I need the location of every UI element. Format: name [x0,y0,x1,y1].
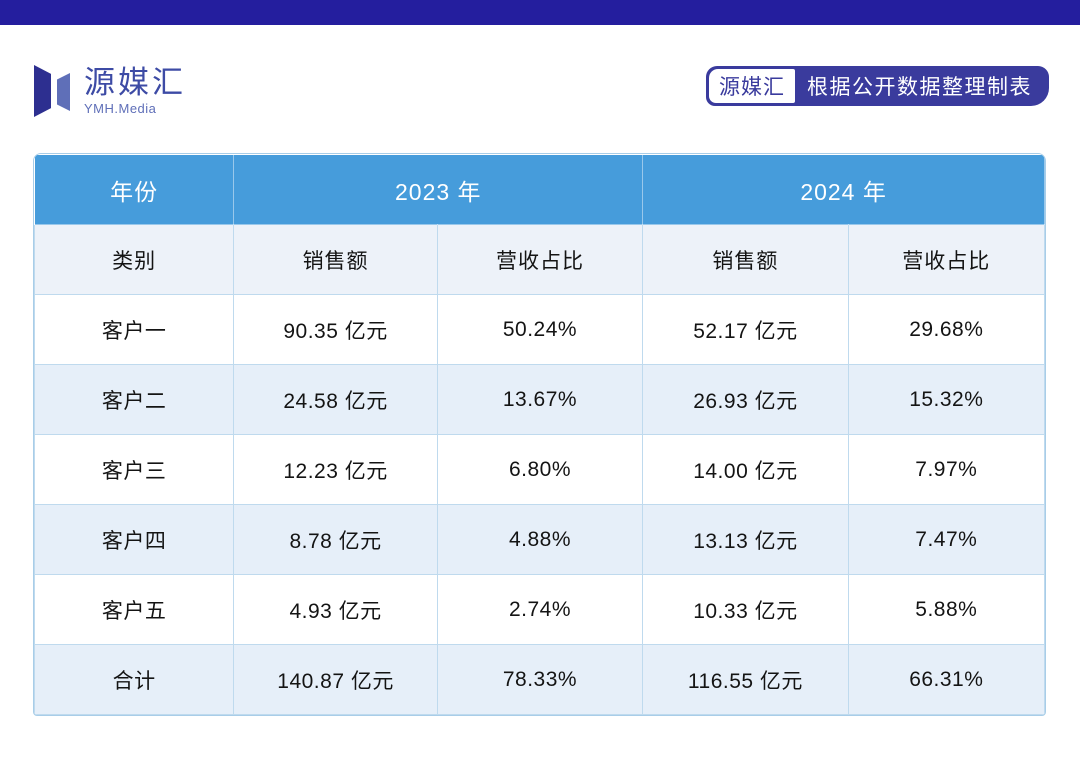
brand-logo-icon [30,60,76,122]
table-cell: 10.33 亿元 [642,574,849,645]
subheader-sales-2024: 销售额 [642,224,849,295]
header-2023: 2023 年 [233,154,644,225]
table-cell: 7.97% [847,434,1045,505]
brand-logo: 源媒汇 YMH.Media [30,60,186,122]
table-cell: 6.80% [436,434,644,505]
table-cell: 12.23 亿元 [233,434,438,505]
table-cell: 52.17 亿元 [642,294,849,365]
table-row: 客户一 90.35 亿元 50.24% 52.17 亿元 29.68% [34,294,1045,365]
table-cell: 4.88% [436,504,644,575]
table-cell: 13.67% [436,364,644,435]
logo-shape-dark [34,65,51,117]
table-cell: 2.74% [436,574,644,645]
logo-shape-light [57,73,70,111]
table-cell: 8.78 亿元 [233,504,438,575]
table-cell: 78.33% [436,644,644,715]
row-label: 合计 [34,644,235,715]
brand-subtitle: YMH.Media [84,101,157,116]
table-subheader-row: 类别 销售额 营收占比 销售额 营收占比 [34,224,1045,295]
subheader-category: 类别 [34,224,235,295]
table-header-year-row: 年份 2023 年 2024 年 [34,154,1045,225]
table-cell: 4.93 亿元 [233,574,438,645]
table-cell: 29.68% [847,294,1045,365]
table-row: 客户四 8.78 亿元 4.88% 13.13 亿元 7.47% [34,504,1045,575]
header-year-col: 年份 [34,154,235,225]
data-table: 年份 2023 年 2024 年 类别 销售额 营收占比 销售额 营收占比 客户… [33,153,1046,716]
table-cell: 13.13 亿元 [642,504,849,575]
table-cell: 5.88% [847,574,1045,645]
subheader-sales-2023: 销售额 [233,224,438,295]
subheader-share-2024: 营收占比 [847,224,1045,295]
table-cell: 116.55 亿元 [642,644,849,715]
source-badge-note: 根据公开数据整理制表 [807,76,1032,99]
table-cell: 7.47% [847,504,1045,575]
top-accent-bar [0,0,1080,25]
row-label: 客户三 [34,434,235,505]
header-2024: 2024 年 [642,154,1045,225]
brand-text: 源媒汇 YMH.Media [84,66,186,117]
row-label: 客户五 [34,574,235,645]
table-row: 客户五 4.93 亿元 2.74% 10.33 亿元 5.88% [34,574,1045,645]
row-label: 客户四 [34,504,235,575]
table-cell: 90.35 亿元 [233,294,438,365]
source-badge-brand: 源媒汇 [709,69,795,103]
row-label: 客户一 [34,294,235,365]
row-label: 客户二 [34,364,235,435]
brand-name: 源媒汇 [84,65,186,100]
table-cell: 26.93 亿元 [642,364,849,435]
table-cell: 50.24% [436,294,644,365]
table-cell: 15.32% [847,364,1045,435]
table-row: 客户三 12.23 亿元 6.80% 14.00 亿元 7.97% [34,434,1045,505]
subheader-share-2023: 营收占比 [436,224,644,295]
table-cell: 66.31% [847,644,1045,715]
table-cell: 14.00 亿元 [642,434,849,505]
table-row: 客户二 24.58 亿元 13.67% 26.93 亿元 15.32% [34,364,1045,435]
table-cell: 24.58 亿元 [233,364,438,435]
total-row: 合计 140.87 亿元 78.33% 116.55 亿元 66.31% [34,644,1045,715]
source-badge: 源媒汇 根据公开数据整理制表 [706,66,1049,106]
table-cell: 140.87 亿元 [233,644,438,715]
